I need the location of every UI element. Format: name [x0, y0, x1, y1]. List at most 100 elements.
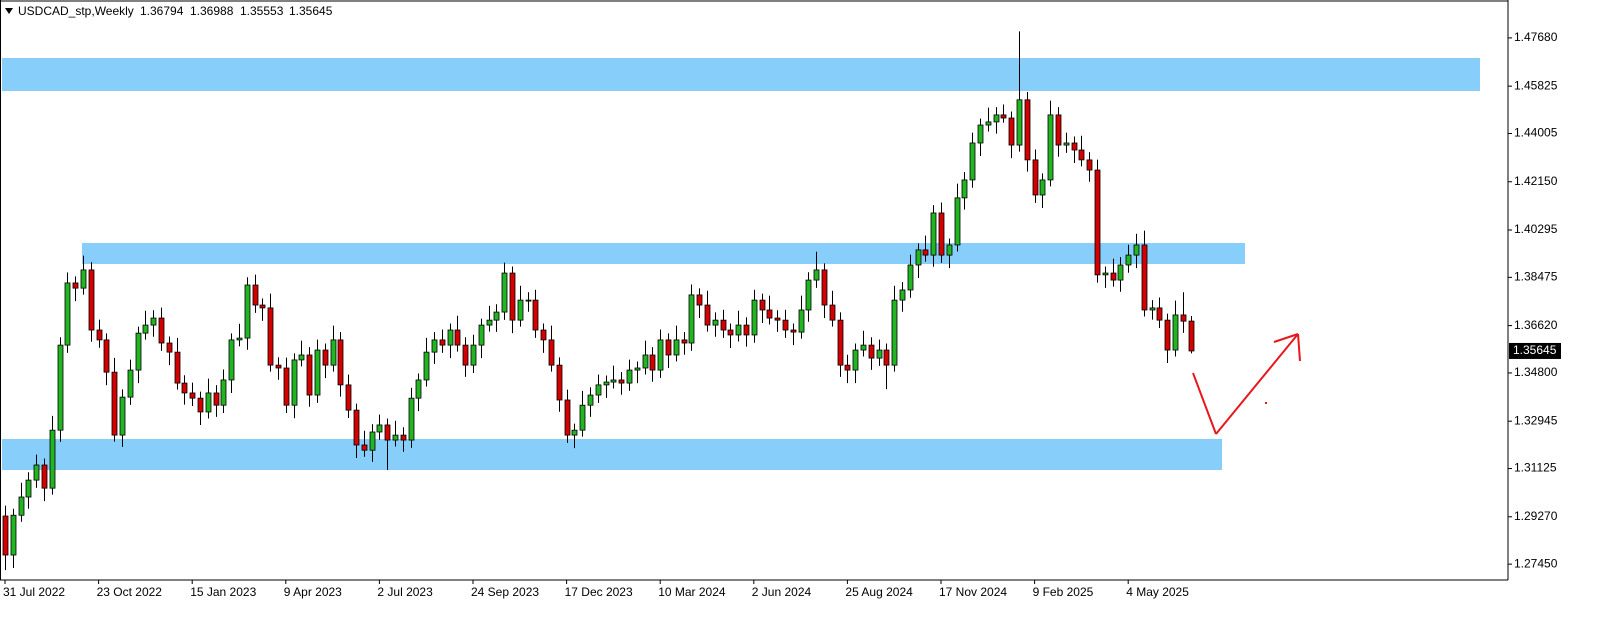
candle-body: [119, 396, 126, 436]
candle-body: [969, 142, 976, 181]
candle-body: [774, 317, 781, 321]
candle-body: [899, 289, 906, 301]
candle-body: [337, 339, 344, 386]
candle-body: [876, 349, 883, 359]
candle-body: [33, 464, 40, 481]
candle-body: [922, 249, 929, 256]
candle-body: [376, 424, 383, 433]
candle-body: [57, 344, 64, 431]
candle-body: [49, 429, 56, 489]
candle-body: [2, 515, 9, 556]
candle-body: [532, 299, 539, 331]
x-tick-label: 9 Apr 2023: [284, 585, 342, 599]
candle-body: [244, 284, 251, 339]
y-tick-label: 1.44005: [1514, 126, 1558, 140]
candle-body: [805, 279, 812, 311]
candle-body: [610, 379, 617, 383]
x-tick-label: 9 Feb 2025: [1033, 585, 1094, 599]
candle-body: [423, 351, 430, 381]
candle-body: [751, 299, 758, 336]
candle-body: [1133, 244, 1140, 256]
candle-body: [275, 364, 282, 369]
y-tick-label: 1.36620: [1514, 318, 1558, 332]
candle-body: [283, 367, 290, 406]
candle-body: [509, 272, 516, 321]
candle-body: [1024, 99, 1031, 161]
candle-body: [25, 479, 32, 498]
dot: [1265, 402, 1267, 404]
candle-body: [556, 364, 563, 401]
candle-body: [993, 114, 1000, 123]
candle-body: [174, 351, 181, 384]
candle-body: [860, 344, 867, 351]
header-open: 1.36794: [140, 4, 184, 18]
collapse-icon[interactable]: [5, 8, 13, 14]
candle-body: [1047, 114, 1054, 181]
y-tick-label: 1.34800: [1514, 365, 1558, 379]
candle-body: [72, 282, 79, 289]
y-tick-label: 1.40295: [1514, 222, 1558, 236]
x-tick-label: 2 Jun 2024: [752, 585, 812, 599]
candle-body: [1055, 114, 1062, 146]
candle-body: [220, 379, 227, 406]
candle-body: [1125, 254, 1132, 266]
candle-body: [603, 381, 610, 386]
candle-body: [930, 212, 937, 256]
y-tick-label: 1.47680: [1514, 30, 1558, 44]
candle-body: [181, 382, 188, 394]
candle-body: [431, 339, 438, 353]
x-tick-label: 2 Jul 2023: [377, 585, 433, 599]
candle-body: [400, 434, 407, 441]
y-tick-label: 1.27450: [1514, 556, 1558, 570]
candle-body: [821, 269, 828, 306]
price-marker: [1509, 342, 1561, 359]
candle-body: [454, 329, 461, 346]
candle-body: [907, 264, 914, 291]
resistance-zone: [2, 58, 1480, 91]
candle-body: [1000, 114, 1007, 119]
candle-body: [618, 379, 625, 384]
header-close: 1.35645: [289, 4, 333, 18]
candle-body: [103, 339, 110, 373]
candle-body: [1141, 244, 1148, 311]
candle-body: [88, 269, 95, 331]
candle-body: [1032, 159, 1039, 196]
candle-body: [657, 339, 664, 371]
candle-body: [142, 324, 149, 334]
candle-body: [408, 397, 415, 441]
candle-body: [548, 339, 555, 366]
candle-body: [782, 319, 789, 331]
candle-body: [1117, 264, 1124, 281]
candle-body: [330, 339, 337, 366]
candle-body: [1086, 159, 1093, 171]
candle-body: [564, 399, 571, 436]
candle-body: [813, 269, 820, 281]
x-tick-label: 17 Nov 2024: [939, 585, 1007, 599]
candle-body: [439, 339, 446, 346]
candle-body: [127, 369, 134, 398]
candle-body: [111, 371, 118, 436]
x-tick-label: 23 Oct 2022: [97, 585, 163, 599]
candle-body: [837, 319, 844, 366]
candle-body: [790, 329, 797, 333]
candle-body: [977, 124, 984, 144]
x-tick-label: 4 May 2025: [1126, 585, 1189, 599]
candle-body: [236, 337, 243, 341]
candle-body: [673, 339, 680, 356]
candle-body: [228, 339, 235, 381]
symbol-title: USDCAD_stp,Weekly: [18, 4, 134, 18]
price-marker-label: 1.35645: [1513, 343, 1557, 357]
y-tick-label: 1.45825: [1514, 78, 1558, 92]
candle-body: [158, 317, 165, 344]
candle-body: [852, 349, 859, 371]
candle-body: [665, 339, 672, 356]
candle-body: [587, 394, 594, 406]
candle-body: [345, 384, 352, 411]
candle-body: [540, 329, 547, 341]
pivot-zone: [82, 243, 1245, 264]
candle-body: [1110, 272, 1117, 281]
x-tick-label: 24 Sep 2023: [471, 585, 539, 599]
projection-arrow: [1192, 333, 1301, 435]
candle-body: [946, 244, 953, 256]
